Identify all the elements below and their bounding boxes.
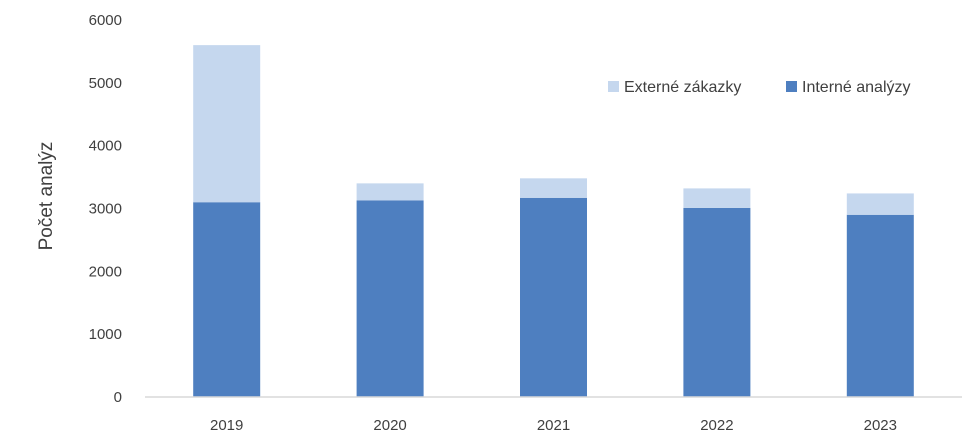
- y-tick-label: 3000: [89, 201, 122, 218]
- bar-interne-2020: [356, 200, 424, 397]
- bars: [193, 45, 914, 397]
- y-tick-label: 2000: [89, 263, 122, 280]
- y-tick-label: 1000: [89, 326, 122, 343]
- bar-externe-2023: [846, 193, 914, 215]
- bar-externe-2019: [193, 45, 261, 203]
- bar-externe-2020: [356, 183, 424, 201]
- legend-label: Externé zákazky: [624, 79, 741, 96]
- x-axis-ticks: 2019 2020 2021 2022 2023: [210, 417, 897, 434]
- bar-interne-2019: [193, 202, 261, 397]
- bar-interne-2022: [683, 207, 751, 397]
- y-tick-label: 0: [114, 389, 122, 406]
- x-tick-label: 2023: [864, 417, 897, 434]
- y-axis-ticks: 0 1000 2000 3000 4000 5000 6000: [89, 12, 122, 406]
- y-axis-label: Počet analýz: [36, 142, 57, 251]
- x-tick-label: 2022: [700, 417, 733, 434]
- y-tick-label: 6000: [89, 12, 122, 29]
- legend-label: Interné analýzy: [802, 79, 911, 96]
- bar-externe-2022: [683, 188, 751, 208]
- x-tick-label: 2021: [537, 417, 570, 434]
- legend-swatch: [608, 81, 619, 92]
- y-tick-label: 4000: [89, 138, 122, 155]
- bar-interne-2023: [846, 214, 914, 397]
- bar-interne-2021: [520, 197, 587, 397]
- legend: Externé zákazky Interné analýzy: [608, 79, 911, 96]
- y-tick-label: 5000: [89, 75, 122, 92]
- bar-externe-2021: [520, 178, 587, 198]
- x-tick-label: 2020: [373, 417, 406, 434]
- x-tick-label: 2019: [210, 417, 243, 434]
- legend-swatch: [786, 81, 797, 92]
